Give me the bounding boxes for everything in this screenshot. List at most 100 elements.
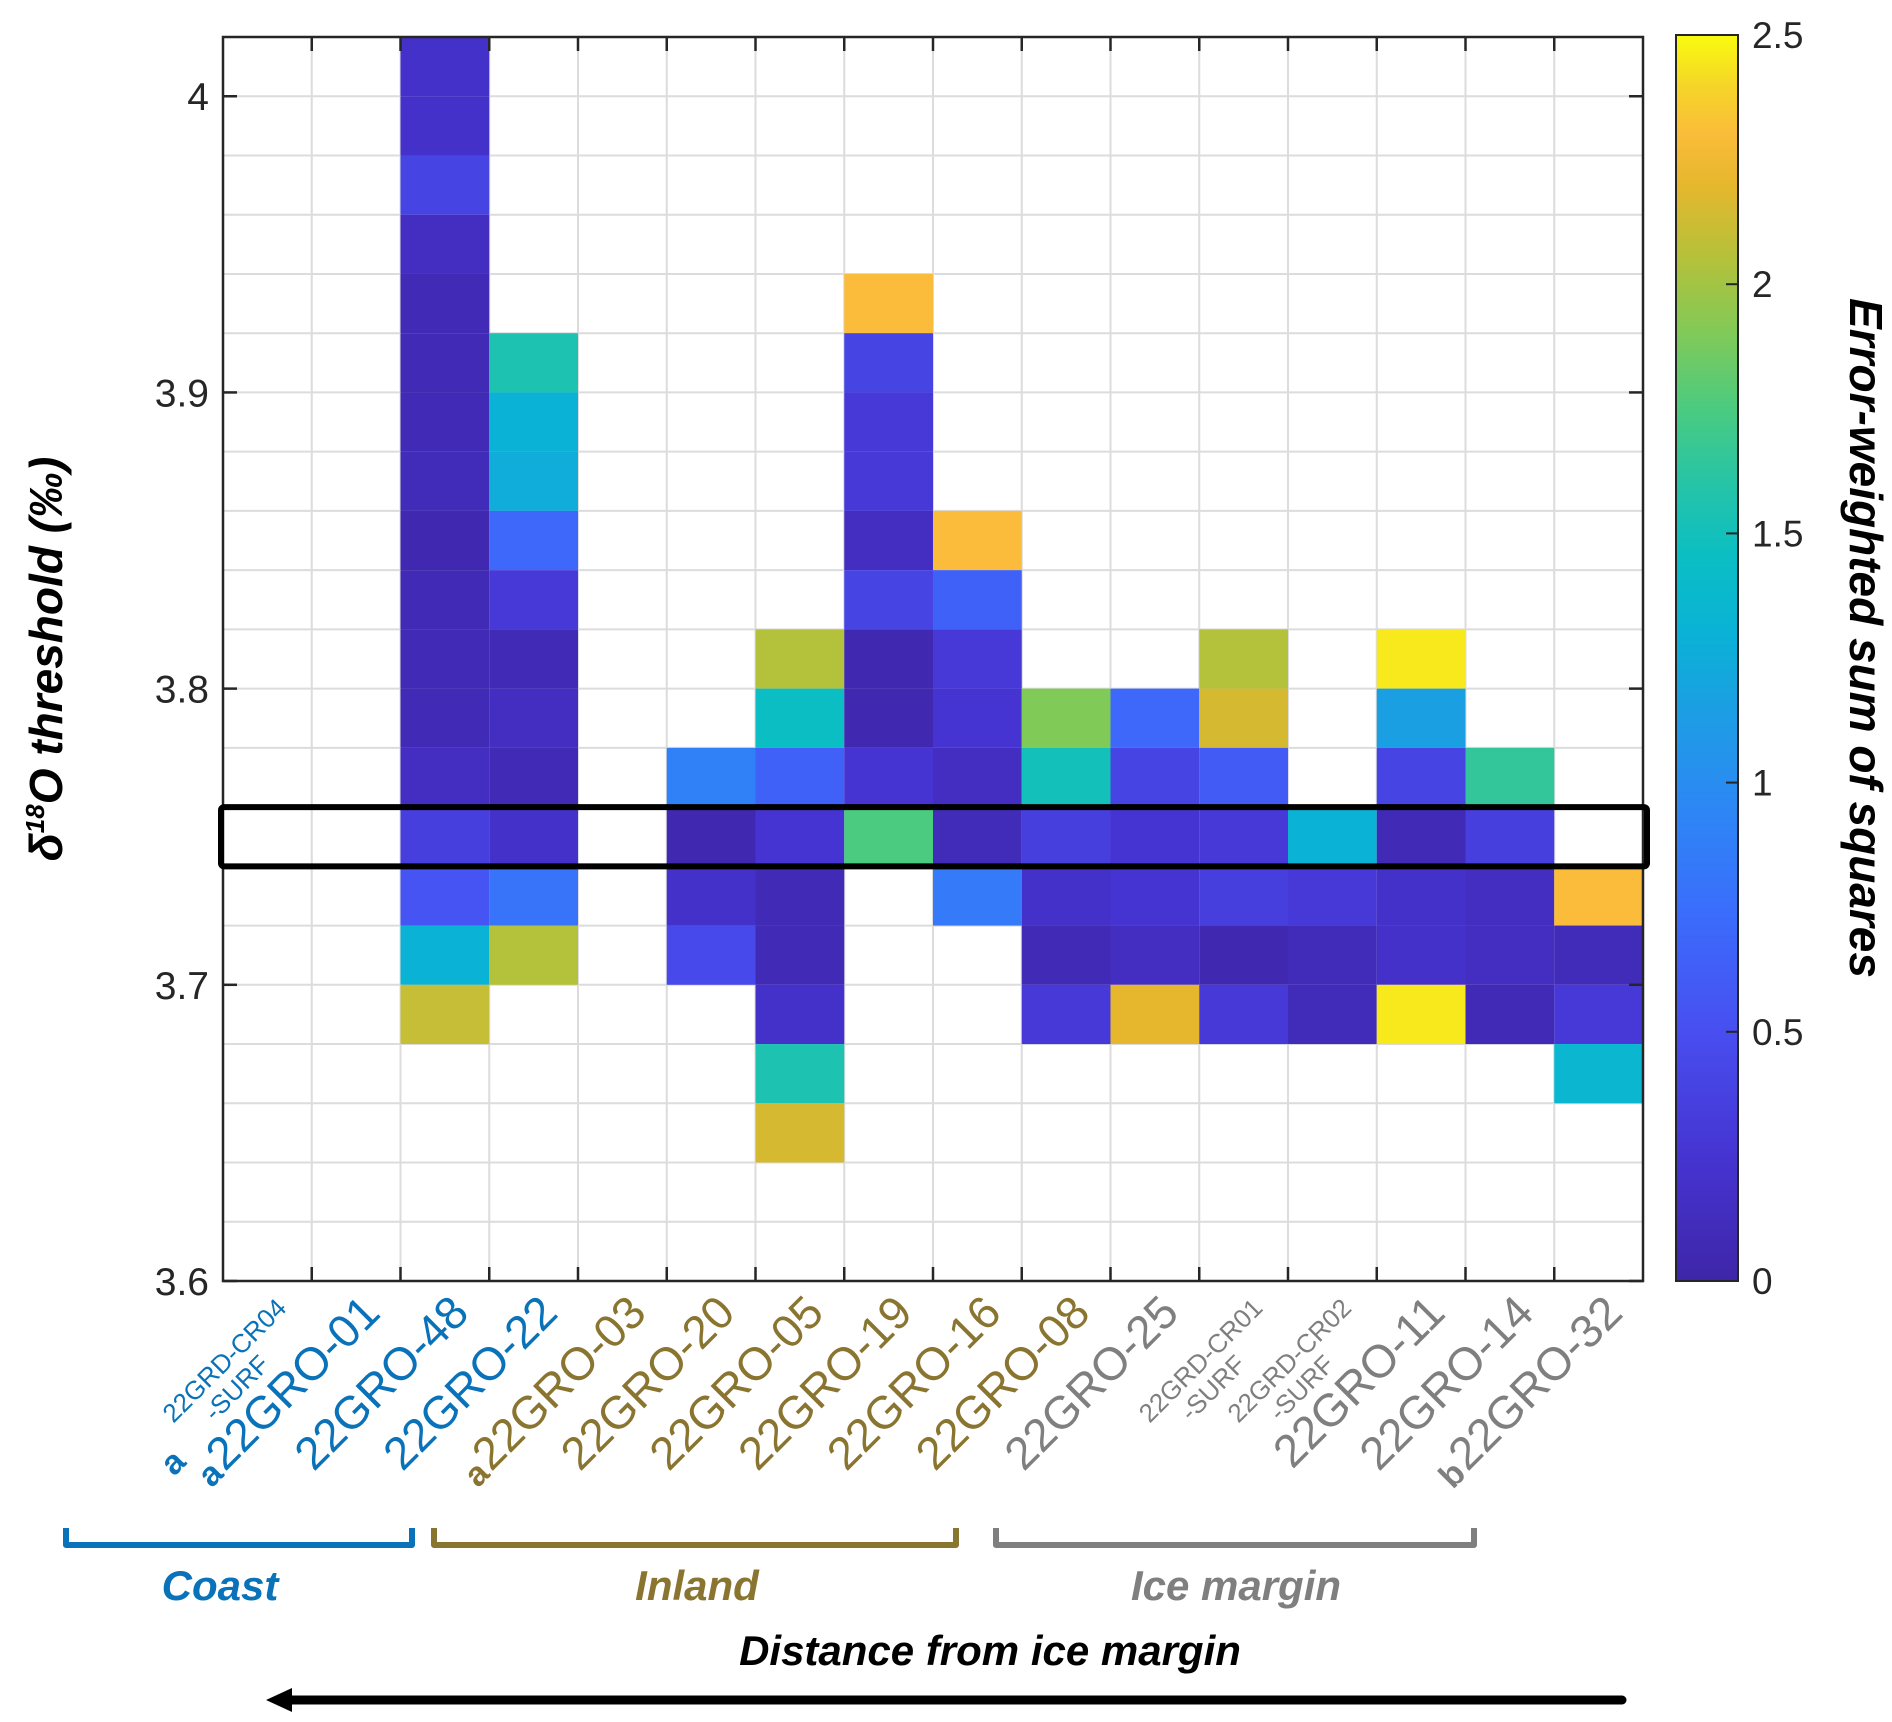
group-label-inland: Inland [635, 1562, 760, 1609]
group-label-ice: Ice margin [1131, 1562, 1341, 1609]
heatmap-cell [933, 688, 1022, 748]
colorbar-ticks: 0 0.5 1 1.5 2 2.5 [1726, 15, 1803, 1302]
heatmap-cell [1376, 807, 1466, 867]
heatmap-cell [844, 333, 933, 393]
axes [221, 35, 1645, 1283]
heatmap-cell [400, 925, 490, 985]
heatmap-cell [400, 392, 490, 452]
colorbar-tick-label: 1.5 [1752, 513, 1803, 554]
heatmap-cell [400, 333, 490, 393]
heatmap-cell [1376, 688, 1466, 748]
heatmap-cell [1110, 984, 1200, 1045]
heatmap-cell [1110, 688, 1200, 748]
heatmap-cell [1376, 925, 1466, 985]
heatmap-cell [400, 984, 490, 1045]
heatmap-cell [1554, 866, 1643, 926]
heatmap-cell [400, 688, 490, 748]
group-bracket-coast [63, 1528, 415, 1548]
heatmap-cell [1554, 925, 1643, 985]
heatmap-cell [933, 747, 1022, 808]
y-axis-title: δ18O threshold (‰) [20, 457, 72, 862]
heatmap-cell [1021, 688, 1111, 748]
heatmap-cell [400, 451, 490, 511]
heatmap-cell [933, 510, 1022, 571]
heatmap-cell [755, 866, 845, 926]
heatmap-cell [489, 392, 578, 452]
colorbar-tick-label: 0 [1752, 1261, 1773, 1302]
group-bracket-ice [993, 1528, 1477, 1548]
heatmap-cell [400, 510, 490, 571]
y-axis-title-superscript: 18 [20, 804, 50, 833]
group-brackets: Coast Inland Ice margin [63, 1528, 1477, 1609]
heatmap-cell [400, 807, 490, 867]
heatmap-cell [844, 392, 933, 452]
arrow-head-icon [266, 1688, 292, 1712]
y-tick-label: 3.8 [155, 669, 209, 712]
heatmap-cell [933, 629, 1022, 689]
heatmap-cell [400, 629, 490, 689]
heatmap-cell [666, 925, 756, 985]
heatmap-cell [1021, 925, 1111, 985]
heatmap-cell [1110, 866, 1200, 926]
heatmap-cell [933, 807, 1022, 867]
heatmap-cell [1288, 807, 1377, 867]
heatmap-cell [400, 570, 490, 630]
colorbar [1675, 34, 1739, 1282]
group-label-coast: Coast [162, 1562, 281, 1609]
heatmap-cell [755, 629, 845, 689]
heatmap-cell [1376, 984, 1466, 1045]
heatmap-cell [1288, 866, 1377, 926]
heatmap-cell [400, 866, 490, 926]
heatmap-cell [489, 451, 578, 511]
y-tick-label: 4 [187, 76, 209, 119]
heatmap-cell [933, 866, 1022, 926]
y-tick-label: 3.7 [155, 965, 209, 1008]
heatmap-cell [755, 747, 845, 808]
distance-arrow [266, 1688, 1627, 1712]
heatmap-cell [844, 570, 933, 630]
heatmap-cell [1199, 984, 1288, 1045]
heatmap-cell [933, 570, 1022, 630]
heatmap-cell [844, 747, 933, 808]
heatmap-cell [1465, 866, 1555, 926]
heatmap-cell [666, 866, 756, 926]
heatmap-cell [1199, 866, 1288, 926]
y-axis-title-delta: δ [20, 832, 72, 861]
heatmap-cell [844, 451, 933, 511]
heatmap-cell [1199, 807, 1288, 867]
heatmap-cell [666, 747, 756, 808]
heatmap-cell [1288, 984, 1377, 1045]
heatmap-cell [1199, 688, 1288, 748]
heatmap-cell [666, 807, 756, 867]
heatmap-cell [1199, 925, 1288, 985]
heatmap-cell [755, 1044, 845, 1104]
heatmap-cell [489, 807, 578, 867]
heatmap-cell [1376, 747, 1466, 808]
distance-label: Distance from ice margin [739, 1627, 1241, 1674]
heatmap-cell [844, 629, 933, 689]
heatmap-cell [400, 214, 490, 274]
heatmap-cell [1199, 629, 1288, 689]
heatmap-cell [1110, 807, 1200, 867]
heatmap-cell [400, 747, 490, 808]
group-bracket-inland [431, 1528, 959, 1548]
heatmap-cell [1554, 984, 1643, 1045]
heatmap-cell [1465, 984, 1555, 1045]
colorbar-tick-label: 1 [1752, 763, 1773, 804]
heatmap-cell [400, 273, 490, 334]
heatmap-cell [844, 273, 933, 334]
heatmap-cell [1376, 866, 1466, 926]
heatmap-cell [755, 1103, 845, 1163]
heatmap-cell [489, 510, 578, 571]
heatmap-cell [400, 155, 490, 215]
heatmap-cell [489, 629, 578, 689]
colorbar-tick-label: 2 [1752, 264, 1773, 305]
y-axis-title-text: O threshold (‰) [20, 457, 72, 805]
heatmap-cell [1465, 747, 1555, 808]
heatmap-cell [1021, 747, 1111, 808]
y-tick-label: 3.9 [155, 372, 209, 415]
heatmap-cell [1110, 747, 1200, 808]
heatmap-cell [1021, 807, 1111, 867]
heatmap-cell [1288, 925, 1377, 985]
